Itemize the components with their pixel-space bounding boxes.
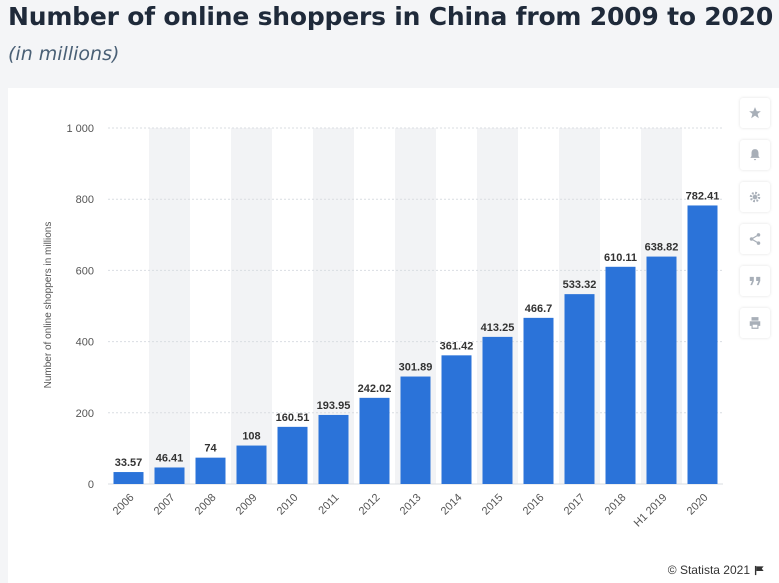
- x-tick-label: 2016: [521, 492, 547, 518]
- background-band: [231, 128, 272, 484]
- y-tick-label: 1 000: [66, 123, 94, 135]
- bar[interactable]: [359, 397, 390, 484]
- star-icon[interactable]: [740, 98, 770, 128]
- toolbar: [740, 98, 770, 350]
- y-tick-label: 400: [76, 337, 94, 349]
- y-axis-label: Number of online shoppers in millions: [43, 222, 54, 389]
- x-tick-label: 2010: [275, 492, 301, 518]
- x-tick-label: 2007: [152, 492, 178, 518]
- footer: © Statista 2021: [668, 563, 765, 577]
- x-tick-label: 2009: [234, 492, 260, 518]
- data-label: 301.89: [399, 362, 433, 374]
- data-label: 193.95: [317, 400, 351, 412]
- x-tick-label: 2015: [480, 492, 506, 518]
- bar[interactable]: [605, 266, 636, 484]
- data-label: 533.32: [563, 279, 597, 291]
- bar[interactable]: [523, 317, 554, 484]
- y-axis-ticks: 0 200 400 600 800 1 000: [66, 123, 94, 491]
- data-label: 361.42: [440, 340, 474, 352]
- y-tick-label: 0: [88, 479, 94, 491]
- bar[interactable]: [482, 336, 513, 484]
- data-label: 782.41: [686, 190, 720, 202]
- chart-subtitle: (in millions): [8, 43, 120, 65]
- bar[interactable]: [564, 294, 595, 484]
- bar[interactable]: [687, 205, 718, 484]
- bar[interactable]: [154, 467, 185, 484]
- print-icon[interactable]: [740, 308, 770, 338]
- bar[interactable]: [646, 256, 677, 484]
- data-labels: 33.57 46.41 74 108 160.51 193.95 242.02 301.89 3…: [115, 190, 720, 469]
- x-tick-label: 2012: [357, 492, 383, 518]
- background-band: [149, 128, 190, 484]
- x-tick-label: 2020: [685, 492, 711, 518]
- data-label: 638.82: [645, 242, 679, 254]
- x-tick-label: 2017: [562, 492, 588, 518]
- data-label: 413.25: [481, 322, 515, 334]
- x-tick-label: 2006: [111, 492, 137, 518]
- x-tick-label: 2014: [439, 492, 465, 518]
- data-label: 108: [242, 431, 260, 443]
- data-label: 160.51: [276, 412, 310, 424]
- x-tick-label: 2018: [603, 492, 629, 518]
- x-tick-label: H1 2019: [632, 492, 670, 530]
- data-label: 74: [204, 443, 217, 455]
- bar[interactable]: [318, 414, 349, 484]
- data-label: 46.41: [156, 452, 184, 464]
- bar[interactable]: [236, 445, 267, 484]
- y-tick-label: 200: [76, 408, 94, 420]
- flag-icon[interactable]: [754, 565, 765, 576]
- y-tick-label: 800: [76, 194, 94, 206]
- x-tick-label: 2011: [316, 492, 341, 517]
- gear-icon[interactable]: [740, 182, 770, 212]
- data-label: 242.02: [358, 383, 392, 395]
- data-label: 610.11: [604, 252, 637, 264]
- chart-title: Number of online shoppers in China from …: [8, 2, 774, 31]
- x-axis-ticks: 2006 2007 2008 2009 2010 2011 2012 2013 2014 2015…: [111, 492, 711, 530]
- y-tick-label: 600: [76, 265, 94, 277]
- data-label: 33.57: [115, 457, 143, 469]
- quote-icon[interactable]: [740, 266, 770, 296]
- x-tick-label: 2013: [398, 492, 424, 518]
- bar[interactable]: [400, 376, 431, 484]
- data-label: 466.7: [525, 303, 553, 315]
- bar[interactable]: [277, 426, 308, 484]
- bar[interactable]: [195, 457, 226, 484]
- bar[interactable]: [441, 355, 472, 484]
- x-tick-label: 2008: [193, 492, 219, 518]
- bell-icon[interactable]: [740, 140, 770, 170]
- bar[interactable]: [113, 472, 144, 484]
- bars: [113, 205, 718, 484]
- source-credit[interactable]: © Statista 2021: [667, 563, 750, 577]
- share-icon[interactable]: [740, 224, 770, 254]
